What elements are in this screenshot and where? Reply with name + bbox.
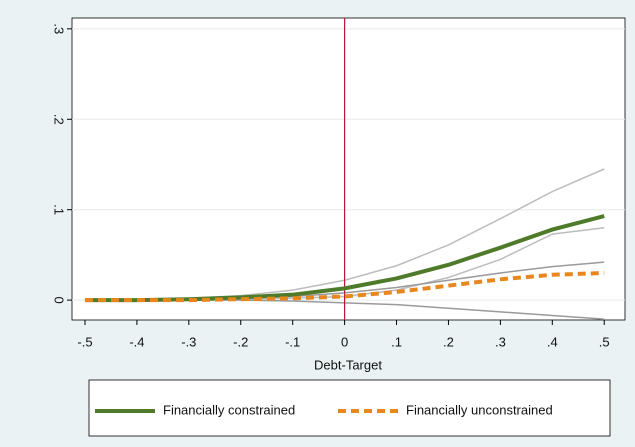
legend-label: Financially constrained (163, 402, 295, 417)
legend-label: Financially unconstrained (406, 402, 553, 417)
x-tick-label: .4 (547, 334, 558, 349)
x-tick-label: .5 (599, 334, 610, 349)
y-tick-label: .3 (52, 23, 67, 34)
x-tick-label: -.4 (129, 334, 144, 349)
x-tick-label: 0 (341, 334, 348, 349)
y-tick-label: 0 (52, 296, 67, 303)
y-tick-label: .1 (52, 204, 67, 215)
x-tick-label: -.2 (233, 334, 248, 349)
x-tick-label: .2 (443, 334, 454, 349)
x-tick-label: -.1 (285, 334, 300, 349)
y-tick-label: .2 (52, 114, 67, 125)
legend-box (88, 379, 611, 437)
series-line (84, 214, 605, 303)
x-axis-label: Debt-Target (314, 357, 382, 372)
x-tick-label: -.3 (181, 334, 196, 349)
series-line (84, 270, 605, 303)
x-tick-label: .1 (391, 334, 402, 349)
x-tick-label: -.5 (77, 334, 92, 349)
x-tick-label: .3 (495, 334, 506, 349)
